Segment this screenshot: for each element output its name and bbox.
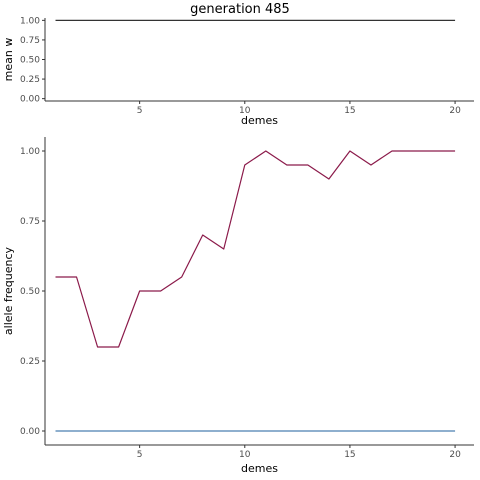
mean-w-x-axis-title: demes — [241, 114, 278, 127]
allele-frequency-panel: 0.00 0.25 0.50 0.75 1.00 5 10 15 20 demes allele f… — [2, 137, 474, 475]
mean-w-x-tick-label: 15 — [344, 106, 355, 116]
allele-frequency-y-tick-label: 0.00 — [20, 427, 40, 437]
mean-w-y-tick-label: 0.50 — [20, 56, 40, 66]
figure-title: generation 485 — [190, 2, 290, 17]
allele-frequency-y-tick-label: 0.25 — [20, 357, 40, 367]
mean-w-x-tick-label: 10 — [239, 106, 251, 116]
mean-w-y-axis-title: mean w — [2, 38, 15, 82]
mean-w-panel: 0.00 0.25 0.50 0.75 1.00 5 10 15 20 demes mean w — [2, 16, 474, 127]
mean-w-y-tick-label: 1.00 — [20, 16, 40, 26]
allele-frequency-x-tick-label: 15 — [344, 450, 355, 460]
mean-w-x-tick-label: 20 — [449, 106, 461, 116]
mean-w-y-tick-label: 0.00 — [20, 95, 40, 105]
allele-frequency-y-tick-label: 0.50 — [20, 287, 40, 297]
allele-frequency-y-axis-title: allele frequency — [2, 246, 15, 335]
allele-frequency-y-tick-label: 0.75 — [20, 217, 40, 227]
allele-frequency-x-axis-title: demes — [241, 462, 278, 475]
allele-frequency-series-line-1 — [55, 150, 456, 348]
allele-frequency-y-tick-label: 1.00 — [20, 147, 40, 157]
mean-w-x-tick-label: 5 — [137, 106, 143, 116]
mean-w-y-tick-label: 0.75 — [20, 36, 40, 46]
allele-frequency-x-tick-label: 5 — [137, 450, 143, 460]
allele-frequency-x-tick-label: 20 — [449, 450, 461, 460]
allele-frequency-x-tick-label: 10 — [239, 450, 251, 460]
mean-w-y-tick-label: 0.25 — [20, 75, 40, 85]
